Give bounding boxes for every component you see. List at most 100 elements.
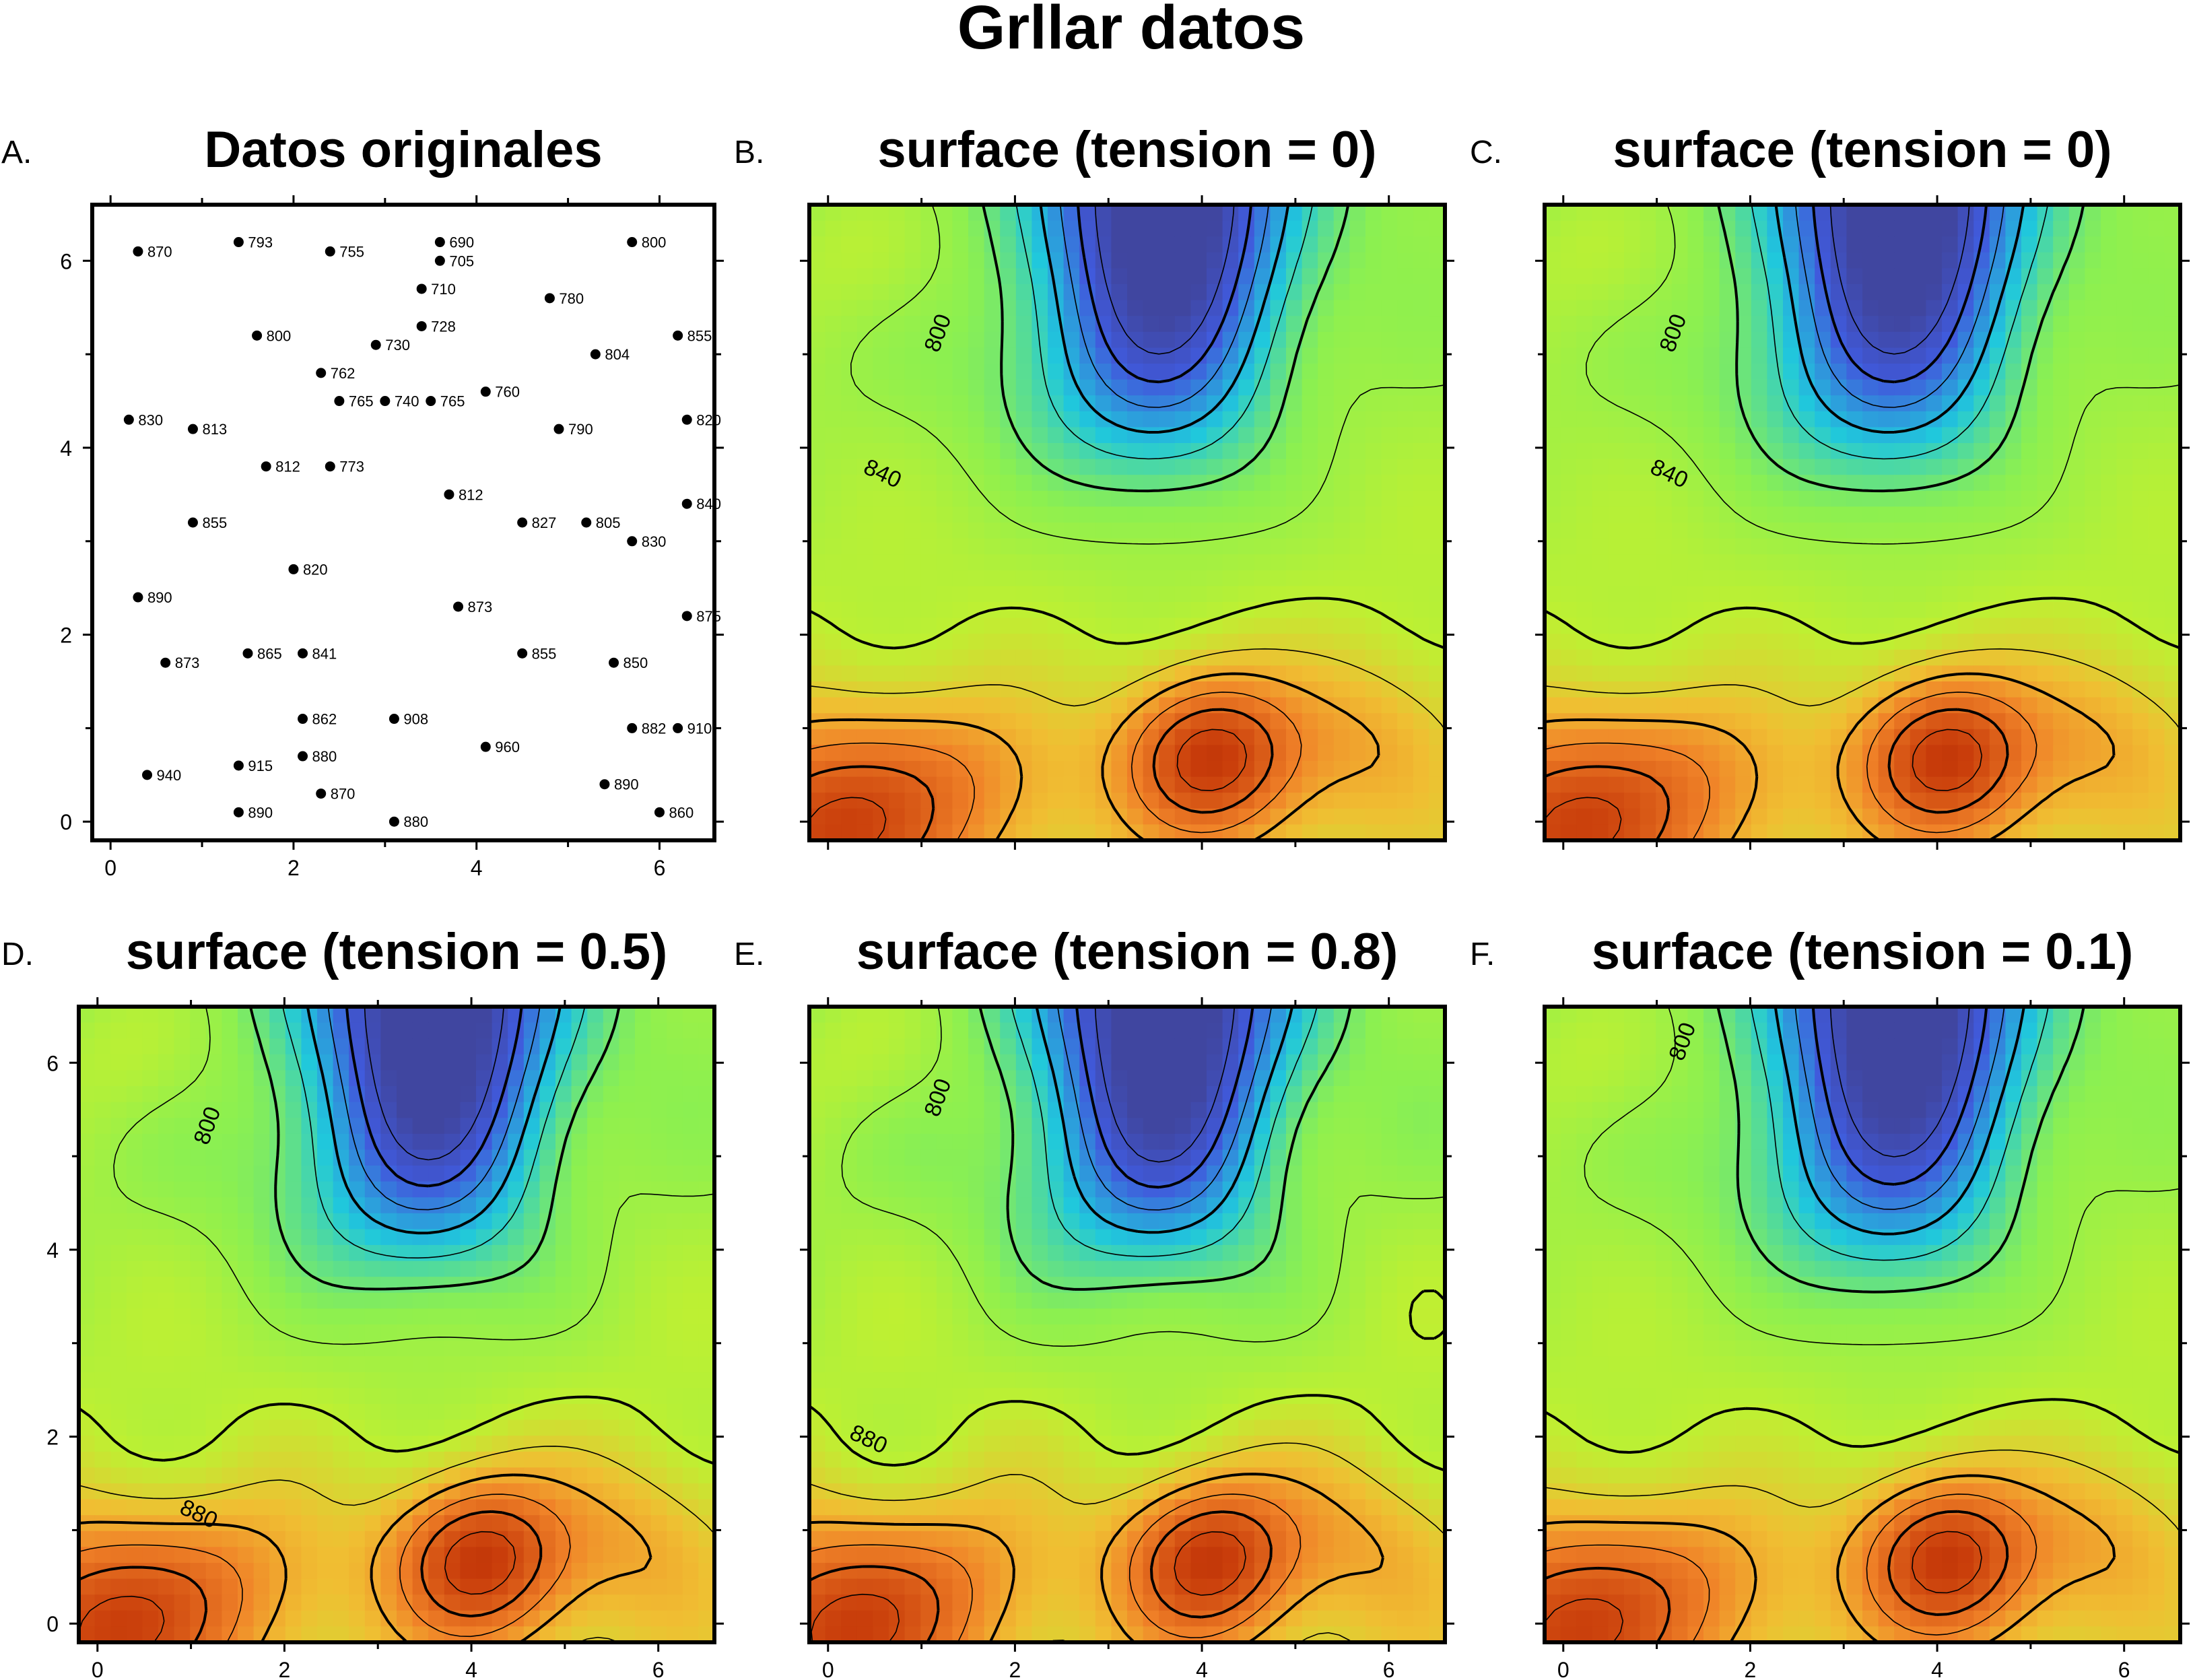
heatmap-cell: [1830, 205, 1848, 222]
heatmap-cell: [380, 1292, 397, 1310]
heatmap-cell: [253, 1213, 270, 1230]
heatmap-cell: [2116, 681, 2133, 698]
heatmap-cell: [1127, 681, 1144, 698]
heatmap-cell: [1703, 364, 1720, 380]
heatmap-cell: [650, 1340, 667, 1357]
heatmap-cell: [587, 1277, 604, 1293]
heatmap-cell: [1111, 824, 1128, 840]
heatmap-cell: [1174, 665, 1192, 682]
heatmap-cell: [856, 586, 874, 603]
heatmap-cell: [1143, 252, 1159, 269]
heatmap-cell: [2068, 761, 2086, 778]
heatmap-cell: [682, 1118, 700, 1135]
heatmap-cell: [1302, 427, 1318, 444]
heatmap-cell: [508, 1229, 525, 1246]
heatmap-cell: [1687, 379, 1704, 396]
heatmap-cell: [1560, 697, 1577, 714]
heatmap-cell: [2148, 205, 2165, 222]
heatmap-cell: [142, 1388, 159, 1405]
heatmap-cell: [667, 1245, 683, 1262]
heatmap-cell: [539, 1292, 556, 1310]
heatmap-cell: [444, 1197, 461, 1214]
heatmap-cell: [1751, 220, 1768, 237]
heatmap-cell: [1910, 268, 1927, 285]
heatmap-cell: [2101, 395, 2118, 412]
heatmap-cell: [301, 1467, 318, 1484]
heatmap-cell: [1926, 602, 1943, 619]
heatmap-cell: [110, 1626, 127, 1642]
heatmap-cell: [1942, 761, 1959, 778]
heatmap-cell: [285, 1133, 302, 1151]
data-point: [233, 807, 244, 817]
heatmap-cell: [238, 1149, 255, 1166]
heatmap-cell: [904, 347, 921, 364]
heatmap-cell: [110, 1261, 127, 1277]
data-point: [434, 255, 445, 266]
heatmap-cell: [1365, 649, 1382, 667]
heatmap-cell: [1671, 538, 1689, 555]
heatmap-cell: [1719, 347, 1736, 364]
heatmap-cell: [1592, 570, 1609, 587]
heatmap-cell: [1910, 490, 1927, 508]
heatmap-cell: [1592, 205, 1609, 222]
heatmap-cell: [952, 602, 969, 619]
contour-900: [1545, 692, 2037, 840]
heatmap-cell: [1032, 411, 1048, 428]
heatmap-cell: [1719, 331, 1736, 349]
heatmap-cell: [301, 1626, 318, 1642]
heatmap-cell: [444, 1547, 461, 1564]
heatmap-cell: [1608, 411, 1625, 428]
data-point-label: 960: [495, 739, 520, 755]
heatmap-cell: [1015, 490, 1033, 508]
x-tick-label: 4: [465, 1658, 477, 1680]
heatmap-cell: [1063, 395, 1080, 412]
panel-title: Datos originales: [204, 121, 602, 178]
heatmap-cell: [1545, 776, 1561, 793]
heatmap-cell: [1095, 506, 1112, 523]
heatmap-cell: [1560, 729, 1577, 746]
heatmap-cell: [984, 538, 1001, 555]
heatmap-cell: [1095, 252, 1112, 269]
heatmap-cell: [984, 300, 1001, 316]
heatmap-cell: [1735, 395, 1752, 412]
heatmap-cell: [285, 1102, 302, 1118]
heatmap-cell: [1989, 570, 2006, 587]
heatmap-cell: [1671, 506, 1689, 523]
heatmap-cell: [1624, 316, 1641, 333]
heatmap-cell: [1846, 427, 1863, 444]
heatmap-cell: [317, 1626, 334, 1642]
heatmap-cell: [1767, 634, 1784, 650]
heatmap-cell: [1190, 506, 1207, 523]
heatmap-cell: [2116, 284, 2133, 301]
heatmap-cell: [1862, 681, 1879, 698]
heatmap-cell: [1767, 761, 1784, 778]
heatmap-cell: [587, 1531, 604, 1548]
heatmap-cell: [301, 1118, 318, 1135]
heatmap-cell: [1302, 602, 1318, 619]
heatmap-cell: [2116, 554, 2133, 571]
heatmap-cell: [238, 1499, 255, 1516]
heatmap-cell: [952, 538, 969, 555]
data-point-label: 805: [596, 514, 621, 531]
heatmap-cell: [428, 1340, 445, 1357]
heatmap-cell: [1878, 506, 1895, 523]
heatmap-cell: [1576, 681, 1593, 698]
heatmap-cell: [2148, 538, 2165, 555]
heatmap-cell: [1703, 824, 1720, 840]
heatmap-cell: [1576, 586, 1593, 603]
heatmap-cell: [1159, 220, 1176, 237]
heatmap-cell: [1222, 443, 1239, 460]
heatmap-cell: [1767, 697, 1784, 714]
heatmap-cell: [1174, 252, 1192, 269]
heatmap-cell: [1910, 220, 1927, 237]
heatmap-cell: [1127, 649, 1144, 667]
heatmap-cell: [667, 1372, 683, 1389]
heatmap-cell: [444, 1022, 461, 1039]
data-point-label: 865: [257, 645, 282, 662]
heatmap-cell: [1798, 570, 1815, 587]
heatmap-cell: [364, 1388, 382, 1405]
heatmap-cell: [285, 1499, 302, 1516]
heatmap-cell: [158, 1404, 175, 1421]
heatmap-cell: [110, 1324, 127, 1341]
heatmap-cell: [1719, 649, 1736, 667]
